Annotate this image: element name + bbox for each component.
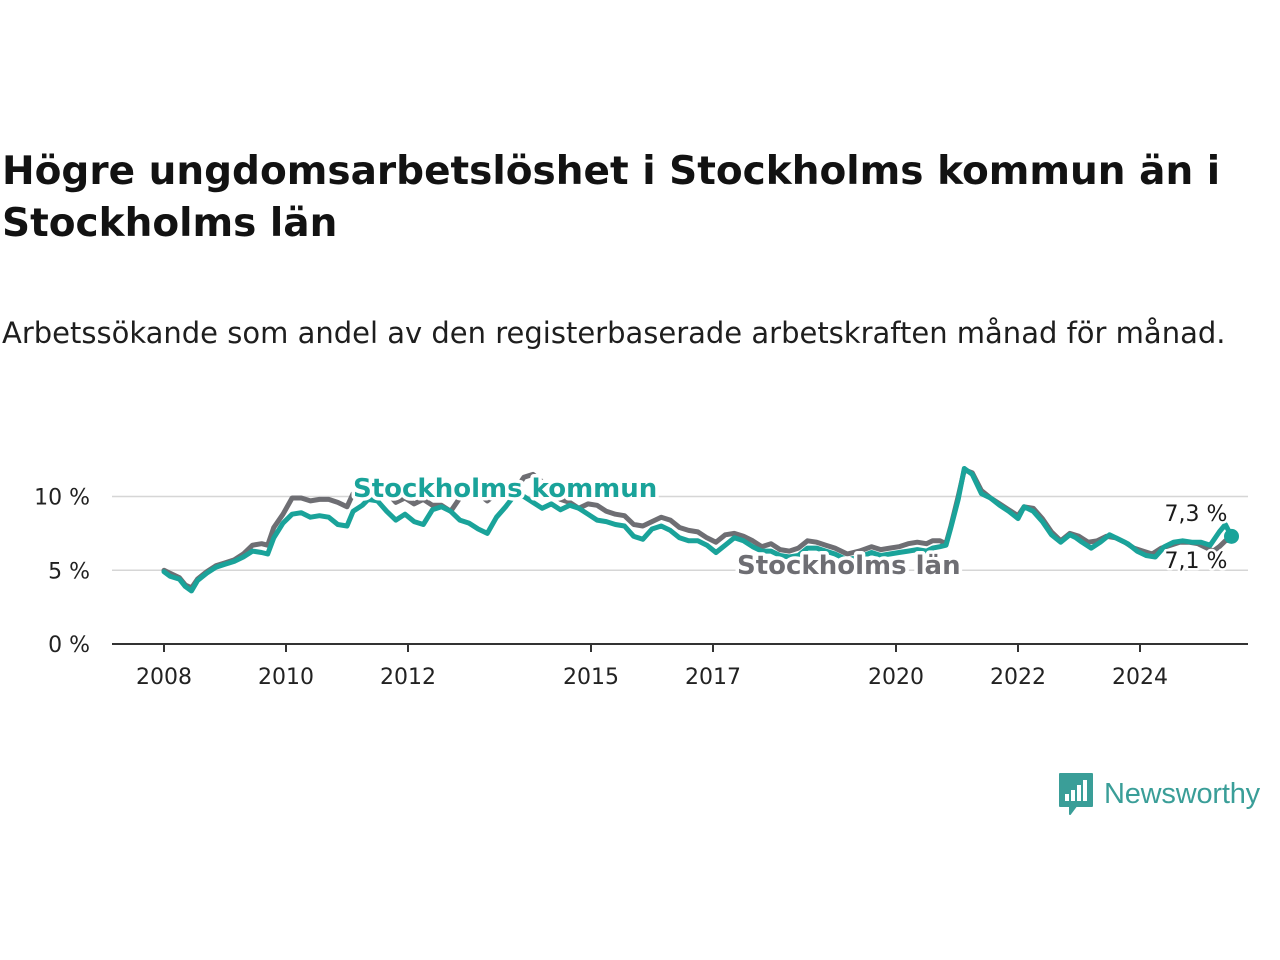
- x-tick-label: 2015: [563, 665, 619, 690]
- x-tick-label: 2022: [990, 665, 1046, 690]
- x-tick-label: 2017: [685, 665, 741, 690]
- x-axis-ticks: 2008 2010 2012 2015 2017 2020 2022 2024: [136, 644, 1168, 690]
- x-tick-label: 2020: [868, 665, 924, 690]
- x-tick-label: 2008: [136, 665, 192, 690]
- y-tick-label: 5 %: [48, 559, 90, 584]
- y-axis-ticks: 0 % 5 % 10 %: [34, 486, 90, 659]
- y-tick-label: 10 %: [34, 486, 90, 511]
- end-value-lan: 7,1 %: [1165, 549, 1228, 574]
- series-lines: [161, 466, 1239, 594]
- line-chart: 0 %5 %10 % 2008 2010 2012 2015 2017 2020 2022 2…: [34, 466, 1248, 690]
- x-tick-label: 2012: [380, 665, 436, 690]
- series-label-lan: Stockholms län: [737, 551, 961, 581]
- brand-logo[interactable]: Newsworthy: [1058, 772, 1260, 816]
- series-line-kommun: [161, 466, 1234, 594]
- x-tick-label: 2024: [1112, 665, 1168, 690]
- series-label-kommun: Stockholms kommun: [353, 474, 657, 504]
- chart-title: Högre ungdomsarbetslöshet i Stockholms k…: [2, 149, 1221, 246]
- end-value-kommun: 7,3 %: [1165, 502, 1228, 527]
- series-labels: Stockholms kommun Stockholms län 7,3 % 7,1 …: [350, 471, 1230, 585]
- x-tick-label: 2010: [258, 665, 314, 690]
- chart-subtitle: Arbetssökande som andel av den registerb…: [2, 316, 1226, 350]
- newsworthy-bar-chart-icon: [1059, 773, 1093, 815]
- brand-name: Newsworthy: [1104, 777, 1260, 810]
- series-end-dot: [1224, 528, 1239, 544]
- y-tick-label: 0 %: [48, 633, 90, 658]
